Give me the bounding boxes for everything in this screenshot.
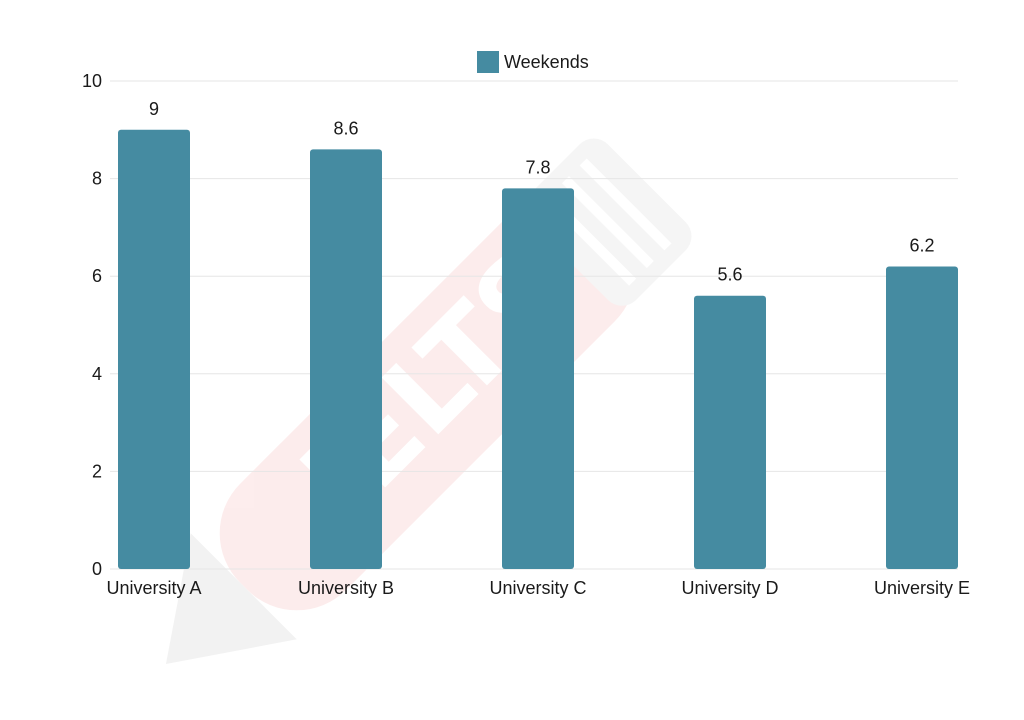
bars — [118, 129, 958, 570]
data-label-university-e: 6.2 — [909, 235, 934, 255]
x-tick-label-university-c: University C — [489, 578, 586, 598]
bar-university-c — [502, 188, 574, 570]
watermark-pencil-logo: IELTS — [165, 138, 692, 665]
bar-university-e — [886, 266, 958, 569]
x-tick-label-university-d: University D — [681, 578, 778, 598]
bar-university-b — [310, 149, 382, 569]
x-tick-label-university-e: University E — [874, 578, 970, 598]
data-label-university-d: 5.6 — [717, 265, 742, 285]
data-label-university-a: 9 — [149, 99, 159, 119]
data-label-university-b: 8.6 — [333, 118, 358, 138]
legend: Weekends — [477, 51, 589, 73]
y-tick-label: 4 — [92, 364, 102, 384]
y-tick-label: 0 — [92, 559, 102, 579]
x-axis-labels: University A University B University C Univ… — [106, 578, 970, 598]
data-label-university-c: 7.8 — [525, 157, 550, 177]
y-axis-ticks: 0 2 4 6 8 10 — [82, 71, 102, 579]
bar-university-d — [694, 295, 766, 569]
legend-swatch-weekends — [477, 51, 499, 73]
x-tick-label-university-b: University B — [298, 578, 394, 598]
legend-label-weekends: Weekends — [504, 52, 589, 72]
bar-university-a — [118, 129, 190, 570]
y-tick-label: 2 — [92, 461, 102, 481]
y-tick-label: 10 — [82, 71, 102, 91]
data-labels: 9 8.6 7.8 5.6 6.2 — [149, 99, 935, 285]
y-tick-label: 6 — [92, 266, 102, 286]
y-tick-label: 8 — [92, 169, 102, 189]
x-tick-label-university-a: University A — [106, 578, 201, 598]
